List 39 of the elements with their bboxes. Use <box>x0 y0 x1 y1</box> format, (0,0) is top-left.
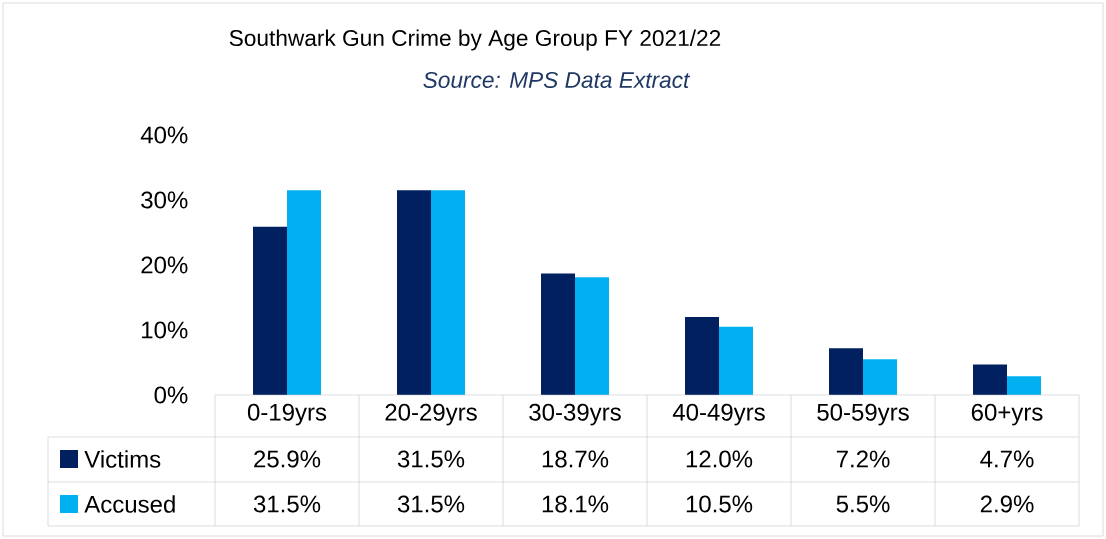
data-label: 18.1% <box>542 495 609 513</box>
bar <box>863 359 897 395</box>
data-label: 25.9% <box>254 450 321 468</box>
data-label: 5.5% <box>836 495 890 513</box>
y-tick-label: 0% <box>154 386 188 404</box>
chart-title: Southwark Gun Crime by Age Group FY 2021/22 <box>229 29 721 51</box>
data-label: 4.7% <box>980 450 1034 468</box>
x-tick-label: 60+yrs <box>971 403 1043 426</box>
x-tick-label: 0-19yrs <box>247 403 327 426</box>
data-label: 12.0% <box>686 450 753 468</box>
y-tick-label: 10% <box>142 321 188 339</box>
bar <box>397 190 431 395</box>
bar <box>287 190 321 395</box>
data-label: 31.5% <box>253 495 321 513</box>
bar <box>431 190 465 395</box>
x-tick-label: 50-59yrs <box>817 403 909 426</box>
bar <box>973 364 1007 395</box>
y-tick-label: 30% <box>141 191 188 209</box>
legend-label: Accused <box>84 495 175 513</box>
bar <box>575 277 609 395</box>
legend-label: Victims <box>84 450 161 468</box>
chart-subtitle: Source: MPS Data Extract <box>423 71 691 89</box>
bar <box>829 348 863 395</box>
x-tick-label: 30-39yrs <box>529 403 621 426</box>
bar <box>685 317 719 395</box>
data-label: 7.2% <box>836 450 890 468</box>
y-tick-label: 20% <box>141 256 188 274</box>
bar <box>719 326 753 395</box>
y-tick-label: 40% <box>140 126 188 144</box>
bar <box>1007 376 1041 395</box>
data-label: 31.5% <box>397 450 465 468</box>
bar <box>253 226 287 395</box>
data-label: 31.5% <box>397 495 465 513</box>
data-label: 2.9% <box>980 495 1034 513</box>
data-label: 18.7% <box>542 450 609 468</box>
bar <box>541 273 575 395</box>
x-tick-label: 20-29yrs <box>385 403 477 426</box>
x-tick-label: 40-49yrs <box>672 403 765 426</box>
data-label: 10.5% <box>686 495 753 513</box>
